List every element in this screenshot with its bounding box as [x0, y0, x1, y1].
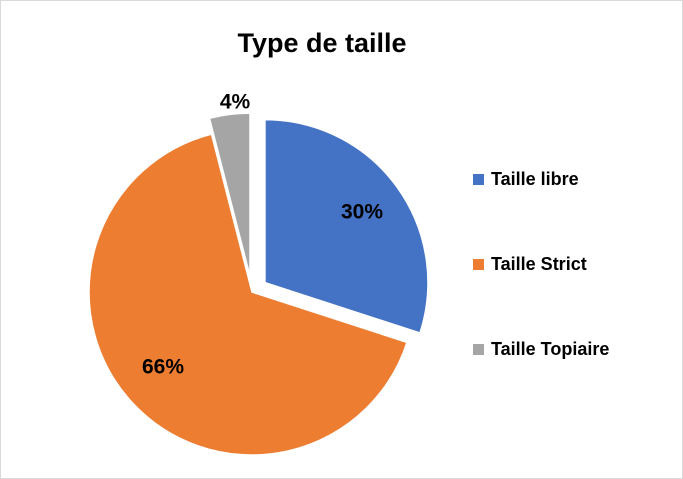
legend-label: Taille Topiaire — [491, 339, 609, 359]
data-label: 66% — [142, 356, 184, 379]
chart-title: Type de taille — [237, 28, 406, 58]
legend-swatch — [473, 174, 484, 185]
data-label: 30% — [341, 201, 383, 224]
pie-slice — [208, 112, 251, 277]
data-label: 4% — [220, 91, 251, 114]
pie-slice — [88, 133, 408, 456]
legend-swatch — [473, 259, 484, 270]
legend-swatch — [473, 344, 484, 355]
legend-label: Taille Strict — [491, 254, 587, 274]
legend-label: Taille libre — [491, 169, 579, 189]
pie-slice — [264, 118, 429, 334]
